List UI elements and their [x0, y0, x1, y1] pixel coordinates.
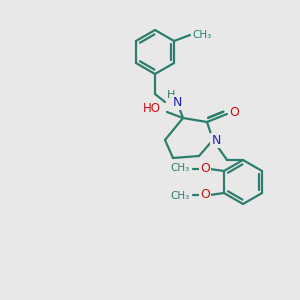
Text: N: N: [211, 134, 221, 146]
Text: O: O: [200, 188, 210, 202]
Text: O: O: [229, 106, 239, 119]
Text: N: N: [173, 95, 182, 109]
Text: O: O: [200, 163, 210, 176]
Text: H: H: [167, 90, 176, 100]
Text: CH₃: CH₃: [171, 191, 190, 201]
Text: HO: HO: [143, 103, 161, 116]
Text: CH₃: CH₃: [192, 30, 211, 40]
Text: CH₃: CH₃: [171, 163, 190, 173]
